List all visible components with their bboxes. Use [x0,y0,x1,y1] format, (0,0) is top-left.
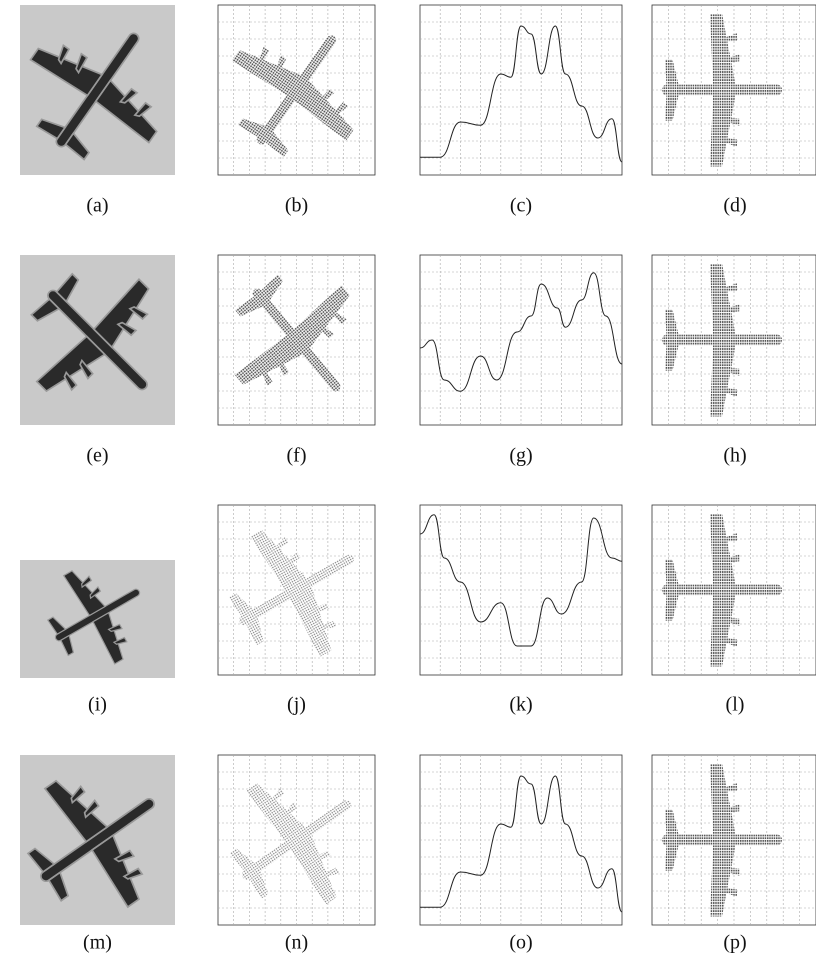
photo-panel [0,241,197,439]
photo-panel [20,547,175,683]
panel-caption: (a) [86,195,108,217]
panel-caption: (e) [86,445,108,467]
panel-caption: (j) [287,694,306,716]
photo-panel [0,0,196,187]
panel-caption: (k) [509,694,532,716]
panel-caption: (m) [83,932,112,954]
panel-caption: (o) [509,932,532,954]
figure: (a) (b) (c) (d) (e) (f) (g) (h) (i) (j) (k) (l) (m) (… [0,0,816,964]
panel-caption: (b) [285,195,308,217]
panel-caption: (f) [287,445,307,467]
panel-caption: (d) [723,195,746,217]
panel-caption: (i) [88,694,107,716]
panel-caption: (p) [723,932,746,954]
panel-caption: (l) [726,694,745,716]
photo-panel [0,742,194,938]
panel-caption: (n) [285,932,308,954]
panel-caption: (h) [723,445,746,467]
panel-caption: (c) [510,195,532,217]
panel-caption: (g) [509,445,532,467]
